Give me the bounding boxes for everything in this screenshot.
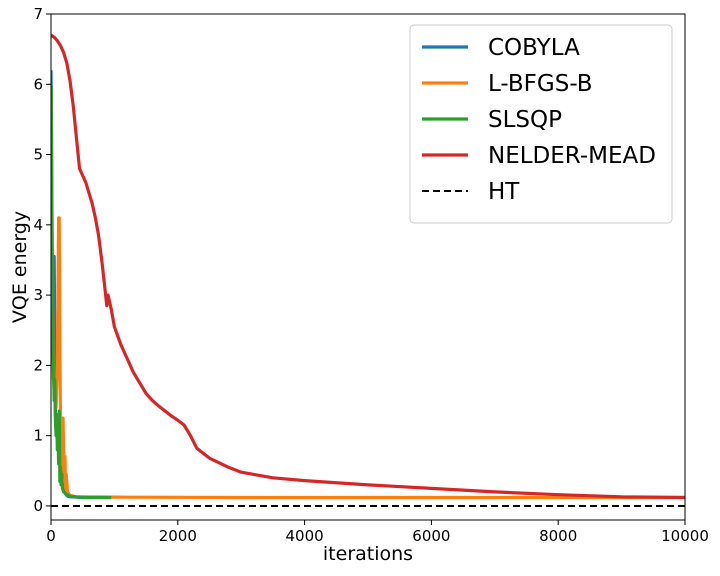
- y-tick-label: 7: [33, 5, 43, 23]
- legend-label: NELDER-MEAD: [488, 143, 656, 169]
- x-tick-label: 4000: [286, 527, 324, 545]
- x-axis-label: iterations: [323, 543, 413, 565]
- y-tick-label: 0: [33, 497, 43, 515]
- y-tick-label: 3: [33, 286, 43, 304]
- x-tick-label: 0: [46, 527, 56, 545]
- legend-label: HT: [488, 179, 520, 205]
- y-tick-label: 4: [33, 216, 43, 234]
- x-tick-label: 10000: [661, 527, 709, 545]
- y-tick-label: 1: [33, 427, 43, 445]
- x-tick-label: 2000: [159, 527, 197, 545]
- legend-label: SLSQP: [488, 107, 562, 133]
- y-axis-label: VQE energy: [9, 211, 31, 323]
- legend-label: COBYLA: [488, 35, 580, 61]
- series-line-slsqp: [51, 84, 112, 500]
- x-tick-label: 6000: [412, 527, 450, 545]
- ticks-layer: 0 2000 4000 6000 8000 10000 0 1 2 3 4 5 6 7: [33, 5, 708, 545]
- series-line-nelder-mead: [51, 33, 685, 500]
- series-layer: [51, 33, 685, 507]
- y-tick-label: 2: [33, 356, 43, 374]
- series-line-l-bfgs-b: [51, 91, 685, 500]
- legend: COBYLA L-BFGS-B SLSQP NELDER-MEAD HT: [409, 24, 673, 224]
- plot-frame: [50, 13, 686, 521]
- legend-items: COBYLA L-BFGS-B SLSQP NELDER-MEAD HT: [422, 35, 656, 205]
- legend-box: [409, 24, 673, 224]
- y-tick-label: 6: [33, 75, 43, 93]
- y-tick-label: 5: [33, 146, 43, 164]
- legend-label: L-BFGS-B: [488, 71, 593, 97]
- x-tick-label: 8000: [539, 527, 577, 545]
